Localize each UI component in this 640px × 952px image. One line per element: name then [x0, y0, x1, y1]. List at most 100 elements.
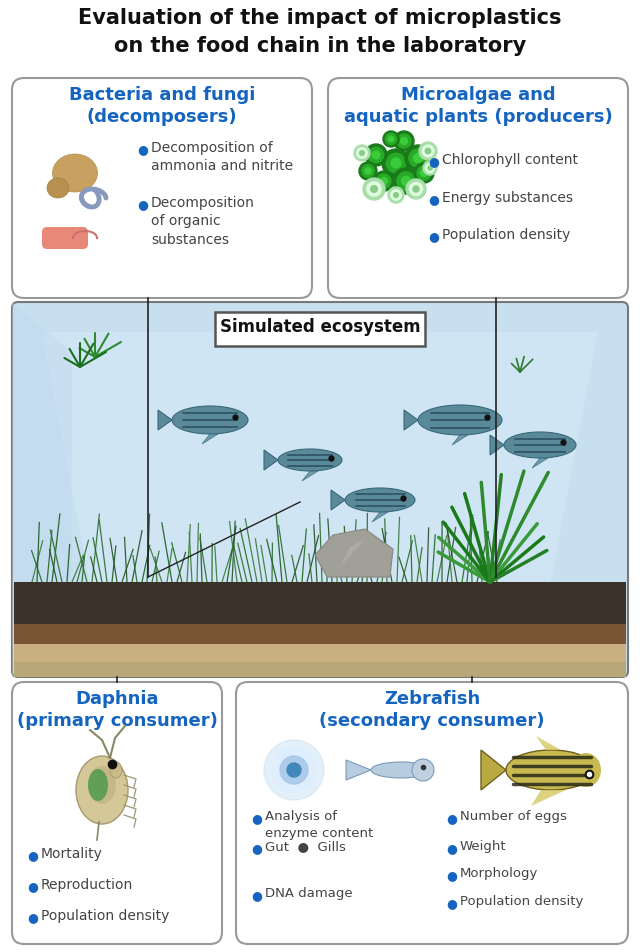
Ellipse shape: [76, 756, 128, 824]
Polygon shape: [490, 435, 504, 455]
Text: Daphnia: Daphnia: [76, 690, 159, 708]
Text: Reproduction: Reproduction: [41, 878, 133, 892]
Text: aquatic plants (producers): aquatic plants (producers): [344, 108, 612, 126]
Ellipse shape: [278, 449, 342, 471]
Circle shape: [423, 161, 437, 175]
Ellipse shape: [110, 762, 122, 778]
Ellipse shape: [172, 406, 248, 434]
FancyBboxPatch shape: [215, 312, 425, 346]
Circle shape: [365, 144, 387, 166]
Circle shape: [406, 179, 426, 199]
Circle shape: [360, 150, 364, 155]
Text: Zebrafish: Zebrafish: [384, 690, 480, 708]
Polygon shape: [531, 790, 566, 806]
Text: ●: ●: [251, 889, 262, 902]
Text: ●: ●: [251, 812, 262, 825]
Text: ●: ●: [446, 842, 457, 855]
Text: Evaluation of the impact of microplastics: Evaluation of the impact of microplastic…: [78, 8, 562, 28]
FancyBboxPatch shape: [42, 227, 88, 249]
Text: ●: ●: [446, 812, 457, 825]
Text: Gut  ●  Gills: Gut ● Gills: [265, 840, 346, 853]
Text: Population density: Population density: [41, 909, 170, 923]
Circle shape: [401, 137, 408, 145]
Text: ●: ●: [446, 869, 457, 882]
Text: ●: ●: [428, 230, 439, 243]
Text: (secondary consumer): (secondary consumer): [319, 712, 545, 730]
Circle shape: [357, 148, 367, 158]
Circle shape: [391, 158, 401, 168]
Polygon shape: [340, 539, 365, 567]
Circle shape: [372, 151, 380, 159]
Circle shape: [410, 183, 422, 195]
Circle shape: [394, 192, 398, 197]
Polygon shape: [532, 458, 548, 468]
Circle shape: [417, 166, 431, 180]
Circle shape: [374, 171, 394, 191]
Text: Simulated ecosystem: Simulated ecosystem: [220, 318, 420, 336]
Polygon shape: [481, 750, 506, 790]
Polygon shape: [42, 332, 598, 597]
Circle shape: [264, 740, 324, 800]
Text: ●: ●: [137, 143, 148, 156]
Circle shape: [394, 131, 414, 151]
Text: Population density: Population density: [460, 895, 584, 908]
Circle shape: [405, 145, 431, 171]
Text: ●: ●: [27, 911, 38, 924]
Circle shape: [393, 168, 419, 194]
Ellipse shape: [47, 178, 69, 198]
Circle shape: [362, 165, 374, 177]
Circle shape: [363, 178, 385, 200]
Text: DNA damage: DNA damage: [265, 887, 353, 900]
Text: Weight: Weight: [460, 840, 507, 853]
Circle shape: [401, 176, 410, 186]
Polygon shape: [264, 450, 278, 470]
Circle shape: [359, 162, 377, 180]
Circle shape: [422, 145, 434, 157]
Polygon shape: [12, 302, 72, 677]
Circle shape: [428, 166, 432, 170]
Polygon shape: [372, 512, 388, 522]
Ellipse shape: [418, 405, 502, 435]
Polygon shape: [302, 471, 318, 481]
Text: ●: ●: [428, 193, 439, 206]
Circle shape: [386, 153, 406, 173]
Circle shape: [391, 189, 401, 200]
Polygon shape: [14, 582, 626, 624]
Text: (primary consumer): (primary consumer): [17, 712, 218, 730]
Circle shape: [388, 187, 404, 203]
Text: (decomposers): (decomposers): [86, 108, 237, 126]
Circle shape: [419, 142, 437, 160]
Bar: [14, 644, 626, 662]
Text: Decomposition
of organic
substances: Decomposition of organic substances: [151, 196, 255, 247]
Circle shape: [371, 186, 378, 192]
Circle shape: [382, 149, 410, 177]
Polygon shape: [536, 736, 561, 750]
Ellipse shape: [506, 750, 596, 790]
Circle shape: [377, 174, 391, 188]
Text: ●: ●: [251, 842, 262, 855]
Polygon shape: [452, 435, 468, 445]
Text: Bacteria and fungi: Bacteria and fungi: [69, 86, 255, 104]
Circle shape: [413, 186, 419, 192]
Circle shape: [367, 182, 381, 196]
Text: Microalgae and: Microalgae and: [401, 86, 556, 104]
Circle shape: [388, 136, 394, 142]
Polygon shape: [331, 490, 345, 510]
Text: Energy substances: Energy substances: [442, 191, 573, 205]
Text: Analysis of
enzyme content: Analysis of enzyme content: [265, 810, 373, 840]
Bar: [14, 662, 626, 677]
Polygon shape: [202, 434, 218, 444]
FancyBboxPatch shape: [328, 78, 628, 298]
Circle shape: [385, 133, 397, 145]
Text: ●: ●: [27, 849, 38, 862]
Text: Number of eggs: Number of eggs: [460, 810, 567, 823]
FancyBboxPatch shape: [236, 682, 628, 944]
Ellipse shape: [371, 762, 431, 778]
Circle shape: [365, 168, 371, 174]
Text: Decomposition of
ammonia and nitrite: Decomposition of ammonia and nitrite: [151, 141, 293, 173]
Text: on the food chain in the laboratory: on the food chain in the laboratory: [114, 36, 526, 56]
Text: ●: ●: [446, 897, 457, 910]
Circle shape: [383, 131, 399, 147]
Circle shape: [420, 169, 428, 176]
Circle shape: [412, 759, 434, 781]
